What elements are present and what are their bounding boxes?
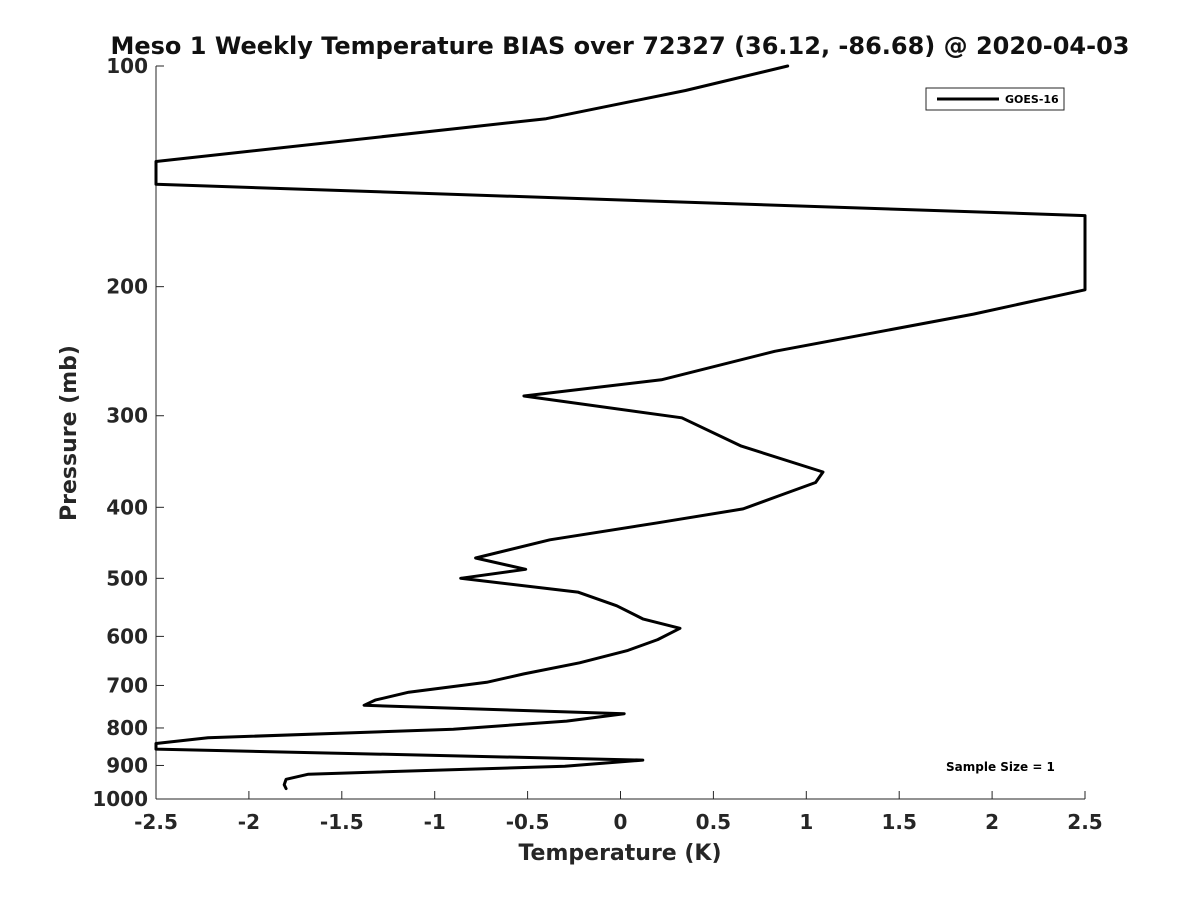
y-tick-label: 900 [106, 753, 148, 777]
y-tick-label: 700 [106, 673, 148, 697]
x-tick-label: 1 [799, 810, 813, 834]
y-axis-label: Pressure (mb) [57, 345, 82, 521]
y-tick-label: 200 [106, 275, 148, 299]
legend-label: GOES-16 [1005, 93, 1059, 106]
y-tick-label: 600 [106, 624, 148, 648]
x-axis-ticks: -2.5 -2 -1.5 -1 -0.5 0 0.5 1 1.5 2 2.5 [134, 791, 1103, 834]
y-tick-label: 500 [106, 566, 148, 590]
sample-size-annotation: Sample Size = 1 [946, 760, 1055, 774]
series-layer [154, 64, 1087, 791]
x-tick-label: -0.5 [506, 810, 550, 834]
y-tick-label: 800 [106, 716, 148, 740]
y-tick-label: 1000 [92, 787, 148, 811]
x-tick-label: 0 [614, 810, 628, 834]
y-tick-label: 100 [106, 54, 148, 78]
chart-title: Meso 1 Weekly Temperature BIAS over 7232… [110, 32, 1129, 60]
x-tick-label: -1 [424, 810, 446, 834]
legend: GOES-16 [925, 87, 1065, 111]
y-tick-label: 400 [106, 495, 148, 519]
x-tick-label: 2 [985, 810, 999, 834]
x-tick-label: 1.5 [881, 810, 916, 834]
x-tick-label: -2 [238, 810, 260, 834]
x-tick-label: -1.5 [320, 810, 364, 834]
x-tick-label: -2.5 [134, 810, 178, 834]
x-axis-label: Temperature (K) [518, 841, 721, 866]
y-axis-ticks: 100 200 300 400 500 600 700 800 900 1000 [92, 54, 164, 811]
x-tick-label: 2.5 [1067, 810, 1102, 834]
x-tick-label: 0.5 [696, 810, 731, 834]
y-tick-label: 300 [106, 404, 148, 428]
series-line-goes-16 [154, 64, 1087, 791]
